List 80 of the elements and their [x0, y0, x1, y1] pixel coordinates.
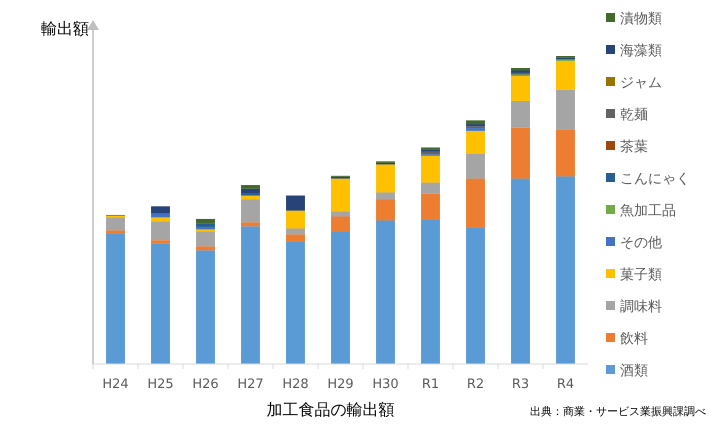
bar: [286, 241, 305, 364]
bar: [421, 147, 440, 150]
x-tick-label: R1: [422, 377, 440, 392]
bar: [151, 221, 170, 240]
bar: [241, 222, 260, 226]
bar: [286, 228, 305, 234]
legend-label: こんにゃく: [620, 171, 690, 187]
x-tick-label: H26: [192, 377, 219, 392]
bar: [466, 228, 485, 364]
legend-label: 飲料: [620, 331, 648, 347]
bar: [421, 156, 440, 183]
bar: [466, 178, 485, 228]
bar: [241, 200, 260, 222]
bar: [331, 216, 350, 232]
x-tick-label: R4: [556, 377, 574, 392]
bar: [241, 196, 260, 200]
bar: [421, 194, 440, 220]
bar: [196, 226, 215, 230]
bar: [511, 128, 530, 179]
bar: [511, 70, 530, 73]
x-tick-label: H30: [372, 377, 399, 392]
bar: [196, 218, 215, 224]
legend-label: 調味料: [620, 299, 662, 315]
x-tick-label: H28: [282, 377, 309, 392]
bar: [106, 217, 125, 230]
bar: [151, 217, 170, 222]
bar: [466, 130, 485, 154]
bar: [151, 206, 170, 214]
bar: [151, 213, 170, 218]
bar: [556, 60, 575, 90]
bar: [466, 154, 485, 179]
source-note: 出典：商業・サービス業振興課調べ: [530, 405, 706, 418]
x-tick-label: H29: [327, 377, 354, 392]
bar: [196, 250, 215, 364]
bar: [511, 76, 530, 101]
bar: [241, 226, 260, 364]
bar: [511, 178, 530, 364]
y-axis-title: 輸出額: [41, 19, 89, 38]
bar: [286, 196, 305, 211]
bar: [241, 188, 260, 194]
legend-label: 酒類: [620, 363, 648, 379]
bar: [556, 176, 575, 364]
bar: [421, 220, 440, 364]
bar: [376, 164, 395, 192]
bar: [196, 224, 215, 227]
bar: [331, 212, 350, 216]
x-tick-label: H27: [237, 377, 264, 392]
legend-label: 魚加工品: [620, 203, 676, 219]
bar: [106, 233, 125, 364]
bar: [196, 246, 215, 250]
x-tick-label: R2: [466, 377, 484, 392]
legend-label: 乾麺: [620, 107, 648, 123]
bar: [466, 120, 485, 124]
legend-label: 茶葉: [620, 139, 648, 155]
x-tick-label: H25: [147, 377, 174, 392]
bar: [151, 240, 170, 244]
bar: [511, 100, 530, 128]
legend-label: 菓子類: [620, 267, 662, 283]
bar: [376, 220, 395, 364]
legend-label: その他: [620, 235, 662, 251]
bar: [241, 185, 260, 189]
bar: [421, 182, 440, 194]
x-tick-label: R3: [512, 377, 530, 392]
bar: [421, 152, 440, 154]
bar: [376, 200, 395, 220]
bar: [556, 90, 575, 130]
bar: [286, 210, 305, 228]
legend-label: ジャム: [620, 75, 662, 91]
bar: [376, 192, 395, 200]
bar: [466, 128, 485, 131]
bar: [331, 232, 350, 364]
bar: [151, 243, 170, 364]
bar: [106, 230, 125, 234]
bar: [556, 130, 575, 176]
bar: [196, 231, 215, 246]
x-tick-label: H24: [102, 377, 129, 392]
legend-label: 海藻類: [620, 43, 662, 59]
legend-label: 漬物類: [620, 11, 662, 27]
bar: [331, 178, 350, 212]
bar: [286, 234, 305, 242]
